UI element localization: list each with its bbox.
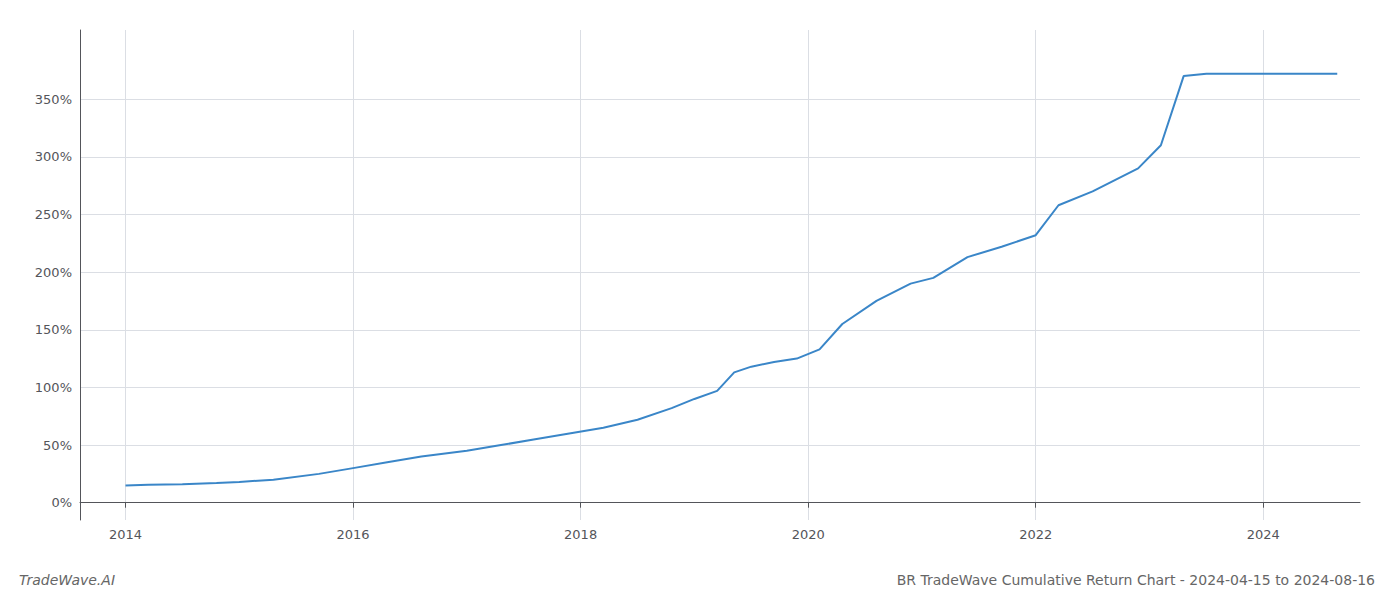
svg-text:100%: 100% xyxy=(35,380,72,395)
svg-text:2020: 2020 xyxy=(792,527,825,542)
svg-text:300%: 300% xyxy=(35,149,72,164)
svg-text:150%: 150% xyxy=(35,322,72,337)
svg-text:2014: 2014 xyxy=(109,527,142,542)
svg-text:350%: 350% xyxy=(35,92,72,107)
svg-text:2018: 2018 xyxy=(564,527,597,542)
svg-text:2024: 2024 xyxy=(1247,527,1280,542)
svg-text:0%: 0% xyxy=(51,495,72,510)
svg-text:2016: 2016 xyxy=(337,527,370,542)
svg-text:250%: 250% xyxy=(35,207,72,222)
svg-text:2022: 2022 xyxy=(1019,527,1052,542)
svg-text:200%: 200% xyxy=(35,265,72,280)
svg-text:50%: 50% xyxy=(43,438,72,453)
svg-text:TradeWave.AI: TradeWave.AI xyxy=(19,572,115,588)
svg-text:BR TradeWave Cumulative Return: BR TradeWave Cumulative Return Chart - 2… xyxy=(897,572,1375,588)
